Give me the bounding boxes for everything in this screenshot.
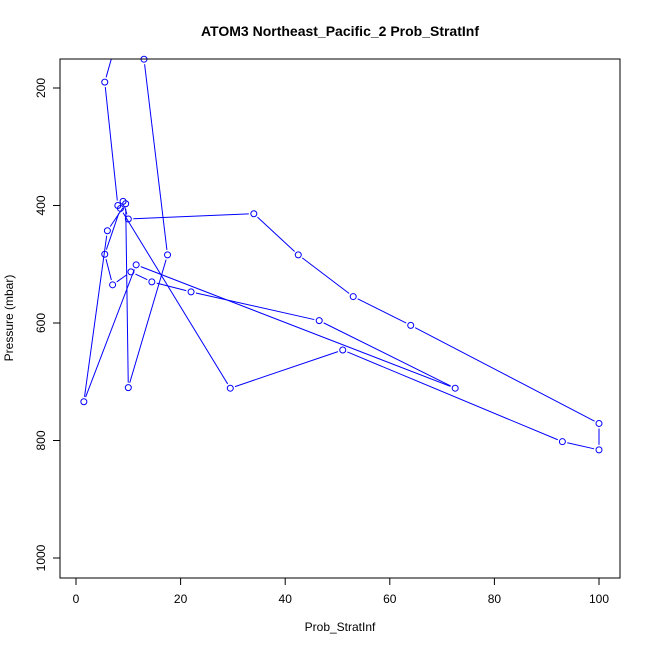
series-line-segment <box>135 273 148 281</box>
data-point <box>339 346 347 354</box>
data-point <box>116 204 124 212</box>
data-point <box>164 251 172 259</box>
series-line-segment <box>105 213 120 250</box>
series-line-segment <box>301 257 350 294</box>
plot-lines <box>84 59 600 450</box>
series-line-segment <box>116 274 128 283</box>
data-point <box>349 293 357 301</box>
series-line-segment <box>85 269 135 398</box>
data-point <box>451 384 459 392</box>
series-line-segment <box>125 208 129 383</box>
data-point <box>103 227 111 235</box>
data-point <box>294 251 302 259</box>
x-tick-label: 60 <box>383 592 397 606</box>
series-line-segment <box>144 64 168 250</box>
series-line-segment <box>156 282 187 292</box>
data-point <box>315 317 323 325</box>
series-line-segment <box>567 442 595 450</box>
x-axis: 0 20 40 60 80 100 <box>73 577 609 606</box>
data-point <box>148 278 156 286</box>
series-line-segment <box>105 258 112 281</box>
data-point <box>109 281 117 289</box>
data-point <box>226 384 234 392</box>
x-tick-label: 40 <box>279 592 293 606</box>
plot-points <box>80 55 603 454</box>
data-point <box>80 398 88 406</box>
series-line-segment <box>357 298 407 324</box>
series-line-segment <box>323 322 451 387</box>
series-line-segment <box>105 59 112 78</box>
series-line-segment <box>133 213 249 220</box>
x-tick-label: 80 <box>488 592 502 606</box>
series-line-segment <box>122 212 229 385</box>
series-line-segment <box>347 351 558 441</box>
series-line-segment <box>195 292 315 321</box>
series-line-segment <box>257 216 295 252</box>
y-tick-label: 400 <box>34 195 48 215</box>
chart-title: ATOM3 Northeast_Pacific_2 Prob_StratInf <box>201 23 479 39</box>
data-point <box>124 215 132 223</box>
data-point <box>124 384 132 392</box>
y-tick-label: 600 <box>34 313 48 333</box>
data-point <box>407 321 415 329</box>
data-point <box>250 210 258 218</box>
series-line-segment <box>414 327 595 422</box>
y-tick-label: 800 <box>34 430 48 450</box>
x-axis-label: Prob_StratInf <box>305 620 376 634</box>
data-point <box>595 419 603 427</box>
series-line-segment <box>129 259 167 383</box>
series-line-segment <box>104 87 118 201</box>
y-tick-label: 1000 <box>34 544 48 571</box>
data-point <box>558 438 566 446</box>
y-tick-label: 200 <box>34 78 48 98</box>
data-point <box>101 250 109 258</box>
y-axis: 200 400 600 800 1000 <box>34 78 61 571</box>
data-point <box>101 78 109 86</box>
series-line-segment <box>234 351 339 388</box>
x-tick-label: 0 <box>73 592 80 606</box>
data-point <box>595 446 603 454</box>
data-point <box>127 268 135 276</box>
data-point <box>122 200 130 208</box>
series-line-segment <box>140 266 451 387</box>
x-tick-label: 20 <box>174 592 188 606</box>
data-point <box>132 261 140 269</box>
series-line-segment <box>84 235 108 397</box>
y-axis-label: Pressure (mbar) <box>2 275 16 362</box>
x-tick-label: 100 <box>589 592 609 606</box>
data-point <box>187 288 195 296</box>
